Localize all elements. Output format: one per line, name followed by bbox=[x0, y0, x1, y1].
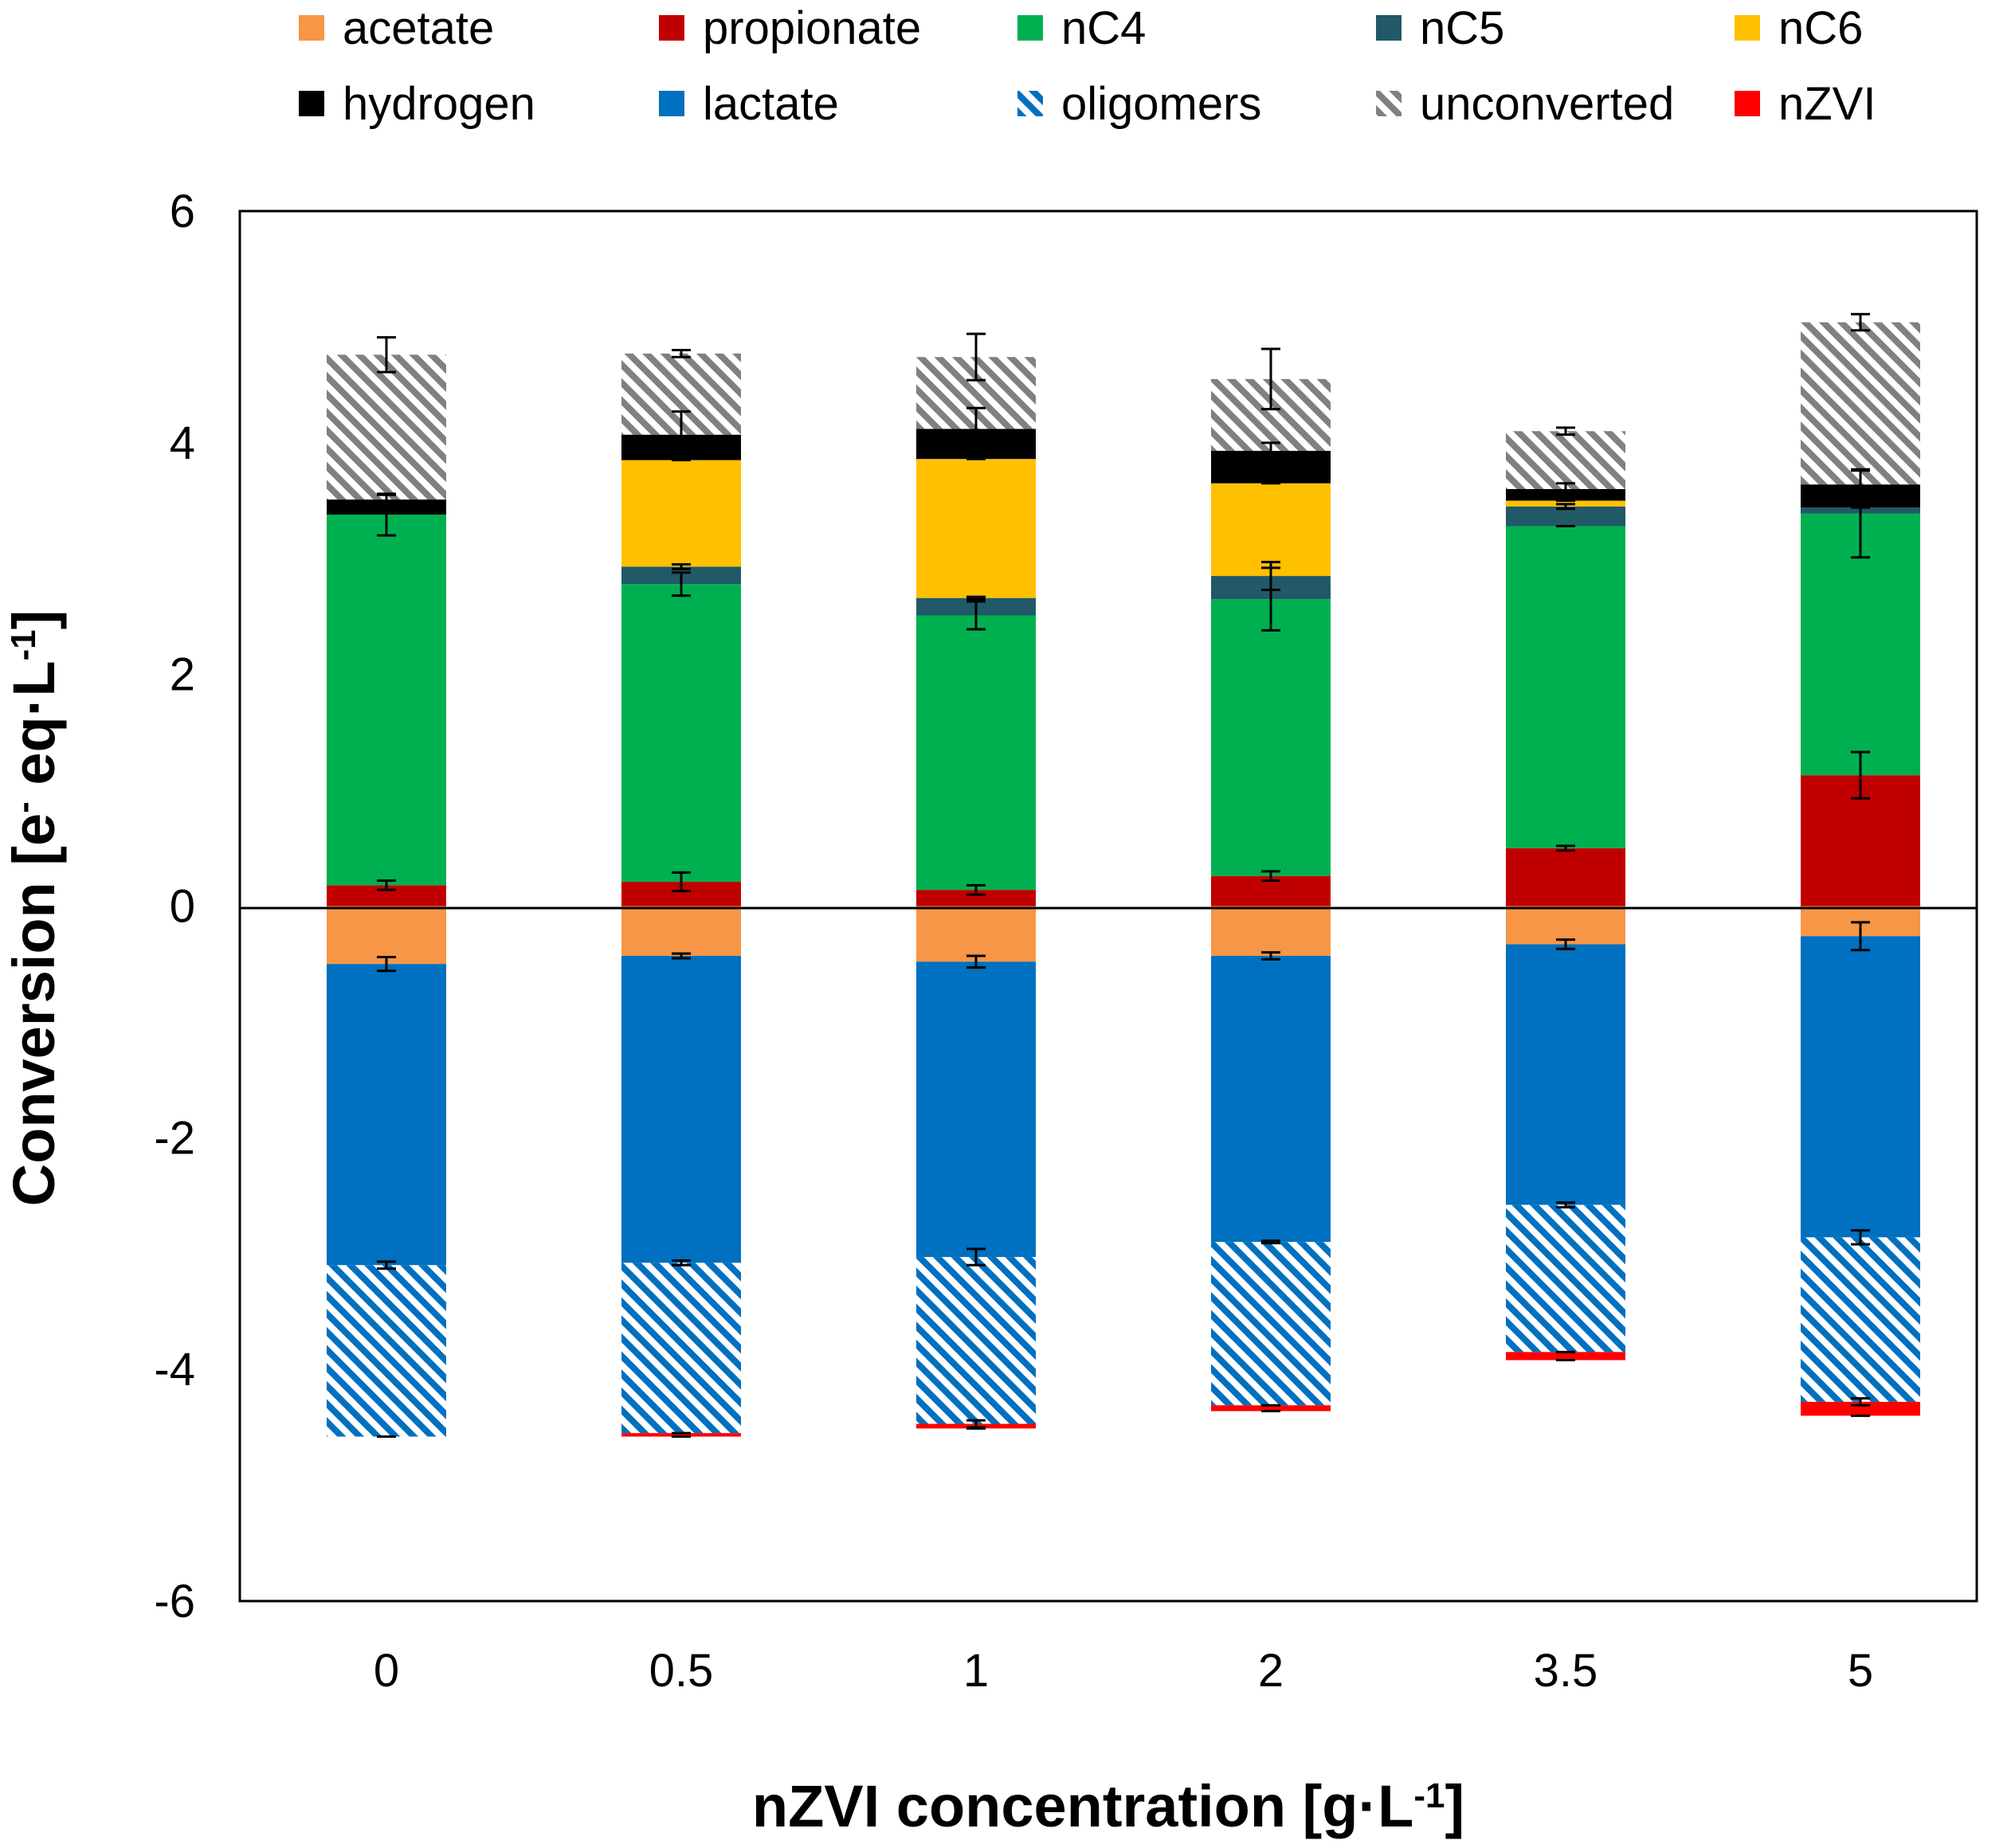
y-tick-label: -6 bbox=[154, 1576, 195, 1627]
y-axis-title-part1: Conversion [e bbox=[1, 813, 67, 1206]
x-tick-label: 3.5 bbox=[1534, 1645, 1598, 1697]
bar-segment-nC4 bbox=[1211, 599, 1331, 876]
bar-segment-acetate bbox=[621, 906, 741, 957]
bar-segment-nZVI bbox=[1211, 1405, 1331, 1411]
legend-swatch-hydrogen bbox=[299, 91, 324, 116]
plot-frame bbox=[238, 209, 1978, 1603]
x-axis-title: nZVI concentration [g·L-1] bbox=[752, 1773, 1464, 1839]
y-tick-label: 0 bbox=[170, 881, 195, 933]
y-tick-label: 2 bbox=[170, 649, 195, 701]
x-tick-label: 5 bbox=[1848, 1645, 1873, 1697]
bar-segment-lactate bbox=[1211, 956, 1331, 1243]
legend-swatch-unconverted bbox=[1376, 91, 1401, 116]
legend-label-unconverted: unconverted bbox=[1420, 78, 1674, 130]
y-tick-label: 4 bbox=[170, 417, 195, 469]
legend-swatch-nC4 bbox=[1017, 15, 1043, 41]
bar-segment-oligomers bbox=[916, 1257, 1036, 1424]
bar-segment-oligomers bbox=[1211, 1242, 1331, 1406]
bar-segment-propionate bbox=[916, 890, 1036, 906]
legend-swatch-propionate bbox=[659, 15, 684, 41]
x-tick-label: 2 bbox=[1258, 1645, 1284, 1697]
bar-segment-nC4 bbox=[1506, 526, 1625, 848]
x-axis-title-part1: nZVI concentration [g·L bbox=[752, 1773, 1413, 1839]
bar-segment-acetate bbox=[1506, 906, 1625, 945]
error-bars-group bbox=[377, 312, 1870, 1439]
plot-area bbox=[238, 209, 1978, 1603]
bar-segment-oligomers bbox=[621, 1263, 741, 1434]
bar-segment-nZVI bbox=[1506, 1352, 1625, 1361]
y-tick-label: -2 bbox=[154, 1112, 195, 1164]
bar-segment-unconverted bbox=[1801, 322, 1920, 485]
legend-swatch-nC6 bbox=[1735, 15, 1760, 41]
bar-segment-lactate bbox=[327, 964, 446, 1266]
x-tick-label: 0.5 bbox=[649, 1645, 714, 1697]
bar-segment-nZVI bbox=[1801, 1401, 1920, 1416]
bar-segment-propionate bbox=[1506, 848, 1625, 906]
bar-segment-acetate bbox=[1211, 906, 1331, 957]
y-tick-label: 6 bbox=[170, 186, 195, 237]
y-tick-label: -4 bbox=[154, 1344, 195, 1396]
bar-segment-nZVI bbox=[621, 1433, 741, 1437]
bar-segment-lactate bbox=[621, 956, 741, 1263]
bar-segment-oligomers bbox=[327, 1265, 446, 1437]
legend-label-lactate: lactate bbox=[703, 78, 839, 130]
bar-segment-oligomers bbox=[1506, 1204, 1625, 1353]
bar-segment-lactate bbox=[1801, 936, 1920, 1238]
bar-segment-nC6 bbox=[1211, 483, 1331, 577]
legend-label-propionate: propionate bbox=[703, 2, 921, 54]
bar-segment-nC4 bbox=[916, 615, 1036, 891]
x-tick-labels: 0 0.5 1 2 3.5 5 bbox=[374, 1645, 1873, 1697]
bar-segment-nC4 bbox=[327, 514, 446, 886]
y-axis-title-end: ] bbox=[1, 610, 67, 630]
legend-label-nC5: nC5 bbox=[1420, 2, 1504, 54]
legend-label-hydrogen: hydrogen bbox=[343, 78, 535, 130]
legend: acetate propionate nC4 nC5 nC6 hydrogen lactat… bbox=[299, 2, 1876, 130]
x-tick-label: 1 bbox=[963, 1645, 989, 1697]
legend-swatch-oligomers bbox=[1017, 91, 1043, 116]
bar-segment-acetate bbox=[916, 906, 1036, 962]
x-axis-title-sup: -1 bbox=[1413, 1776, 1445, 1815]
x-tick-label: 0 bbox=[374, 1645, 399, 1697]
bars-group bbox=[327, 322, 1920, 1437]
bar-segment-lactate bbox=[916, 961, 1036, 1258]
legend-swatch-acetate bbox=[299, 15, 324, 41]
bar-segment-nC6 bbox=[916, 459, 1036, 598]
legend-label-acetate: acetate bbox=[343, 2, 494, 54]
legend-swatch-lactate bbox=[659, 91, 684, 116]
legend-swatch-nZVI bbox=[1735, 91, 1760, 116]
bar-segment-lactate bbox=[1506, 944, 1625, 1205]
legend-label-nZVI: nZVI bbox=[1778, 78, 1876, 130]
bar-segment-nC6 bbox=[621, 460, 741, 567]
x-axis-title-end: ] bbox=[1445, 1773, 1464, 1839]
bar-segment-oligomers bbox=[1801, 1237, 1920, 1402]
bar-segment-nC4 bbox=[621, 584, 741, 882]
legend-label-oligomers: oligomers bbox=[1061, 78, 1261, 130]
bar-segment-unconverted bbox=[1506, 431, 1625, 489]
y-tick-labels: 6 4 2 0 -2 -4 -6 bbox=[154, 186, 195, 1627]
bar-segment-acetate bbox=[327, 906, 446, 965]
legend-swatch-nC5 bbox=[1376, 15, 1401, 41]
legend-label-nC4: nC4 bbox=[1061, 2, 1146, 54]
legend-label-nC6: nC6 bbox=[1778, 2, 1863, 54]
y-axis-title-part2: eq·L bbox=[1, 660, 67, 801]
y-axis-title: Conversion [e- eq·L-1] bbox=[1, 610, 67, 1207]
y-axis-title-sup2: -1 bbox=[4, 629, 43, 660]
bar-segment-unconverted bbox=[327, 354, 446, 500]
y-axis-title-sup1: - bbox=[4, 801, 43, 813]
